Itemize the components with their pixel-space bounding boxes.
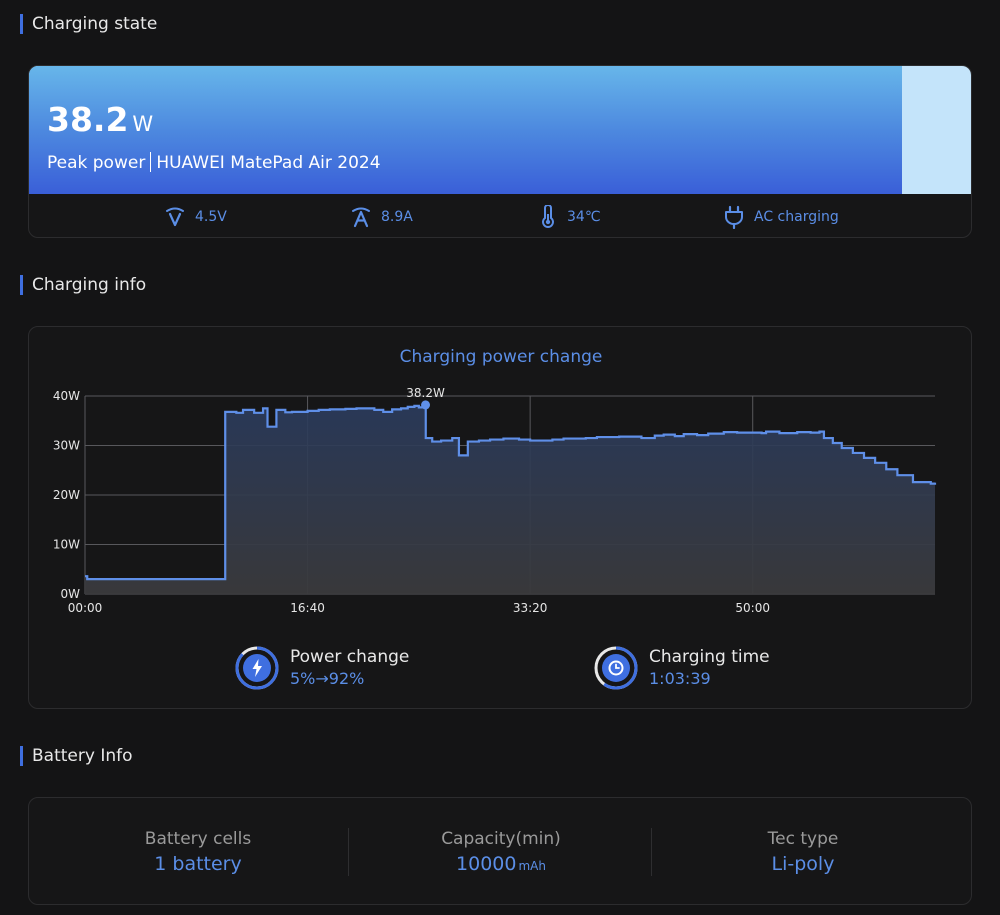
x-tick-label: 16:40 (290, 601, 325, 615)
charging-info-card: Charging power change 0W 10W 20W 30W 40W 00:0… (28, 326, 972, 709)
tec-type-label: Tec type (767, 829, 839, 849)
y-tick-label: 30W (53, 439, 80, 453)
peak-marker (421, 400, 431, 410)
capacity-column: Capacity(min) 10000 mAh (351, 828, 651, 880)
voltage-icon (166, 207, 184, 227)
series-area (85, 404, 935, 594)
peak-power-readout: 38.2 W (47, 100, 153, 139)
device-name: HUAWEI MatePad Air 2024 (156, 153, 381, 173)
power-change-label: Power change (290, 647, 410, 667)
power-change-value: 5%→92% (290, 669, 365, 688)
peak-power-banner: 38.2 W Peak power HUAWEI MatePad Air 2024 (29, 66, 971, 194)
power-change-ring (235, 646, 279, 690)
peak-power-label: Peak power (47, 153, 146, 173)
clock-icon (608, 660, 624, 676)
charging-time-ring (594, 646, 638, 690)
charging-power-chart: 0W 10W 20W 30W 40W 00:00 16:40 33:20 50:00 38.2W (53, 386, 937, 615)
battery-cells-value: 1 battery (154, 853, 242, 875)
tec-type-column: Tec type Li-poly (653, 828, 953, 878)
charging-mode-stat: AC charging (722, 204, 839, 230)
battery-info-card: Battery cells 1 battery Capacity(min) 10… (28, 797, 972, 905)
peak-power-unit: W (132, 112, 154, 136)
power-change-metric: Power change 5%→92% (234, 643, 409, 693)
capacity-value: 10000 (456, 853, 517, 875)
battery-cells-column: Battery cells 1 battery (48, 828, 348, 878)
banner-fill (29, 66, 903, 194)
capacity-label: Capacity(min) (441, 829, 561, 849)
charging-state-card: 38.2 W Peak power HUAWEI MatePad Air 2024 … (28, 65, 972, 238)
tec-type-value: Li-poly (771, 853, 835, 875)
temperature-stat: 34℃ (537, 204, 601, 230)
current-icon (352, 207, 370, 228)
x-tick-label: 33:20 (513, 601, 548, 615)
capacity-unit: mAh (518, 859, 546, 873)
temperature-value: 34℃ (567, 209, 601, 225)
lightning-icon (252, 659, 262, 677)
section-title-charging-state: Charging state (20, 14, 157, 34)
current-value: 8.9A (381, 209, 413, 225)
charging-time-metric: Charging time 1:03:39 (593, 643, 770, 693)
chart-title: Charging power change (399, 347, 603, 367)
charging-time-value: 1:03:39 (649, 669, 711, 688)
charging-mode-value: AC charging (754, 209, 839, 225)
current-stat: 8.9A (349, 204, 413, 230)
peak-label: 38.2W (406, 386, 445, 400)
y-tick-label: 10W (53, 538, 80, 552)
column-divider (651, 828, 652, 876)
y-tick-label: 0W (61, 587, 81, 601)
charging-time-label: Charging time (649, 647, 770, 667)
peak-power-subtitle: Peak power HUAWEI MatePad Air 2024 (47, 152, 381, 173)
battery-cells-label: Battery cells (144, 829, 252, 849)
voltage-stat: 4.5V (163, 204, 227, 230)
y-tick-label: 20W (53, 488, 80, 502)
capacity-readout: 10000 mAh (351, 850, 651, 880)
plug-icon (725, 205, 743, 229)
column-divider (348, 828, 349, 876)
section-title-charging-info: Charging info (20, 275, 146, 295)
voltage-value: 4.5V (195, 209, 227, 225)
subtitle-divider (150, 152, 152, 172)
thermometer-icon (542, 205, 554, 228)
x-tick-label: 50:00 (735, 601, 770, 615)
peak-power-value: 38.2 (47, 100, 129, 139)
y-tick-label: 40W (53, 389, 80, 403)
x-tick-label: 00:00 (68, 601, 103, 615)
section-title-battery-info: Battery Info (20, 746, 133, 766)
series-line (85, 403, 937, 581)
